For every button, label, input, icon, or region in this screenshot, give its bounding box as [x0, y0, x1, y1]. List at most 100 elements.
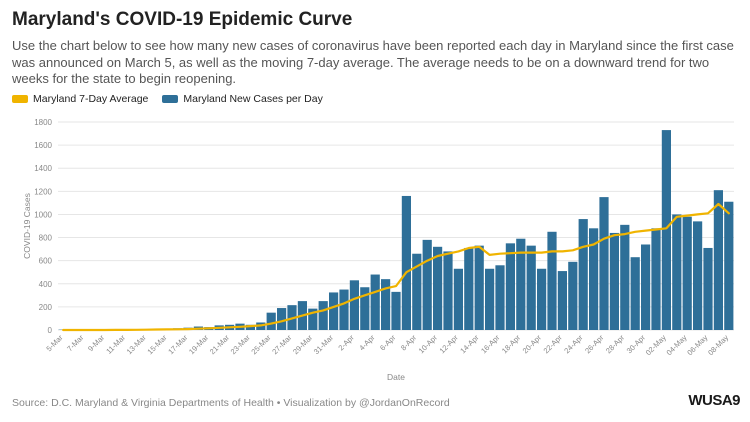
case-bar: [485, 268, 495, 330]
x-tick-label: 6-Apr: [378, 333, 398, 353]
case-bar: [370, 274, 380, 330]
y-tick-label: 1600: [34, 141, 52, 150]
x-tick-label: 7-Mar: [65, 333, 86, 354]
y-axis-title: COVID-19 Cases: [22, 193, 32, 259]
legend-swatch-cases: [162, 95, 179, 103]
case-bar: [568, 261, 578, 330]
y-tick-label: 1000: [34, 210, 52, 219]
x-tick-label: 5-Mar: [44, 333, 65, 354]
x-tick-label: 15-Mar: [145, 333, 169, 357]
case-bar: [693, 221, 703, 330]
case-bar: [589, 228, 599, 330]
x-tick-label: 17-Mar: [166, 333, 190, 357]
case-bar: [724, 201, 734, 330]
legend-swatch-average: [12, 95, 28, 103]
case-bar: [661, 130, 671, 330]
case-bar: [339, 289, 349, 330]
x-tick-label: 04-May: [665, 333, 689, 357]
case-bar: [277, 308, 287, 330]
x-tick-label: 28-Apr: [604, 333, 627, 356]
y-tick-label: 200: [39, 303, 53, 312]
legend-label-cases: Maryland New Cases per Day: [183, 93, 323, 105]
case-bar: [443, 251, 453, 330]
case-bar: [422, 239, 432, 330]
case-bar: [526, 245, 536, 330]
case-bar: [578, 219, 588, 330]
legend-item-cases[interactable]: Maryland New Cases per Day: [162, 93, 323, 105]
case-bar: [308, 308, 318, 330]
chart-legend: Maryland 7-Day Average Maryland New Case…: [12, 93, 337, 105]
x-tick-label: 2-Apr: [336, 333, 356, 353]
x-tick-label: 29-Mar: [291, 333, 315, 357]
y-tick-label: 1200: [34, 187, 52, 196]
case-bar: [713, 190, 723, 330]
x-tick-label: 4-Apr: [357, 333, 377, 353]
source-credit: Source: D.C. Maryland & Virginia Departm…: [12, 397, 450, 409]
case-bar: [495, 265, 505, 330]
x-tick-label: 21-Mar: [208, 333, 232, 357]
x-tick-label: 19-Mar: [187, 333, 211, 357]
case-bar: [433, 246, 443, 330]
case-bar: [557, 271, 567, 330]
case-bar: [401, 195, 411, 330]
case-bar: [651, 228, 661, 330]
case-bar: [609, 232, 619, 330]
x-tick-label: 22-Apr: [542, 333, 565, 356]
y-tick-label: 1800: [34, 118, 52, 127]
seven-day-average-line: [62, 202, 730, 332]
y-tick-label: 600: [39, 257, 53, 266]
x-tick-label: 20-Apr: [521, 333, 544, 356]
case-bar: [537, 268, 547, 330]
x-tick-label: 16-Apr: [479, 333, 502, 356]
case-bar: [703, 247, 713, 330]
case-bar: [474, 245, 484, 330]
case-bar: [329, 292, 339, 330]
y-tick-label: 400: [39, 280, 53, 289]
page-title: Maryland's COVID-19 Epidemic Curve: [12, 9, 353, 30]
x-axis-title: Date: [387, 372, 405, 382]
x-tick-label: 13-Mar: [125, 333, 149, 357]
x-tick-label: 14-Apr: [458, 333, 481, 356]
case-bar: [516, 238, 526, 330]
case-bar: [599, 197, 609, 330]
case-bar: [453, 268, 463, 330]
case-bar: [318, 301, 328, 330]
x-tick-label: 23-Mar: [229, 333, 253, 357]
y-tick-label: 0: [48, 326, 53, 335]
epidemic-curve-chart: 0 200 400 600 800 1000 1200 1400 1600 1800 5-Mar 7-…: [22, 118, 734, 382]
x-tick-label: 31-Mar: [312, 333, 336, 357]
x-tick-label: 26-Apr: [583, 333, 606, 356]
case-bar: [620, 224, 630, 330]
case-bar: [245, 324, 255, 330]
case-bar: [547, 231, 557, 330]
x-tick-label: 06-May: [685, 333, 709, 357]
x-tick-label: 10-Apr: [417, 333, 440, 356]
x-tick-label: 24-Apr: [562, 333, 585, 356]
x-tick-label: 08-May: [706, 333, 730, 357]
legend-item-average[interactable]: Maryland 7-Day Average: [12, 93, 148, 105]
x-tick-label: 11-Mar: [104, 333, 127, 356]
case-bar: [505, 243, 515, 330]
case-bar: [412, 253, 422, 330]
x-tick-label: 9-Mar: [86, 333, 107, 354]
case-bar: [682, 216, 692, 330]
x-tick-label: 18-Apr: [500, 333, 523, 356]
case-bar: [672, 214, 682, 330]
y-tick-label: 800: [39, 234, 53, 243]
x-tick-label: 25-Mar: [249, 333, 273, 357]
x-tick-label: 12-Apr: [438, 333, 461, 356]
x-tick-label: 02-May: [644, 333, 668, 357]
legend-label-average: Maryland 7-Day Average: [33, 93, 149, 105]
x-tick-label: 27-Mar: [270, 333, 294, 357]
x-tick-label: 8-Apr: [399, 333, 419, 353]
case-bar: [349, 280, 359, 330]
wusa9-logo: WUSA9: [688, 392, 740, 409]
case-bar: [360, 287, 370, 330]
case-bar: [381, 279, 391, 330]
y-tick-label: 1400: [34, 164, 52, 173]
case-bar: [266, 312, 276, 330]
case-bar: [391, 291, 401, 330]
case-bar: [464, 247, 474, 330]
case-bar: [630, 257, 640, 330]
case-bar: [641, 244, 651, 330]
